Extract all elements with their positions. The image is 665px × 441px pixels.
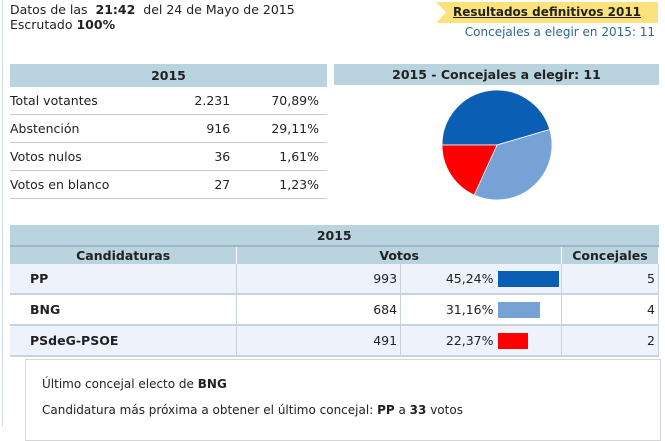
data-label: Datos de las (10, 2, 88, 17)
party-seats: 5 (561, 264, 660, 295)
closest-note: Candidatura más próxima a obtener el últ… (42, 403, 463, 417)
row-value: 2.231 (168, 87, 239, 115)
col-concejales: Concejales (561, 246, 660, 264)
party-vote-bar (497, 270, 559, 287)
col-candidaturas: Candidaturas (10, 246, 238, 264)
councillors-to-elect: Concejales a elegir en 2015: 11 (464, 25, 655, 39)
data-time: 21:42 (95, 2, 136, 17)
row-value: 916 (168, 114, 239, 143)
row-pct: 1,23% (238, 170, 327, 199)
last-elected-party: BNG (197, 377, 227, 391)
party-pct: 45,24% (400, 264, 497, 295)
scrutinized-label: Escrutado (10, 17, 73, 32)
data-info: Datos de las 21:42 del 24 de Mayo de 201… (10, 2, 295, 32)
row-label: Abstención (10, 114, 169, 143)
pie-slice-psdeg-psoe (441, 144, 498, 196)
row-label: Votos nulos (10, 142, 169, 171)
row-pct: 1,61% (238, 142, 327, 171)
party-name: PP (10, 264, 238, 295)
party-votes: 684 (236, 294, 402, 326)
previous-results-link[interactable]: Resultados definitivos 2011 (452, 5, 642, 19)
row-pct: 70,89% (238, 87, 327, 115)
summary-row: Abstención 916 29,11% (10, 114, 327, 143)
result-row: PSdeG-PSOE 491 22,37% 2 (10, 325, 660, 357)
summary-row: Votos en blanco 27 1,23% (10, 170, 327, 199)
row-label: Total votantes (10, 87, 169, 115)
result-row: BNG 684 31,16% 4 (10, 294, 660, 326)
col-votos: Votos (236, 246, 562, 264)
last-elected-label: Último concejal electo de (42, 377, 194, 391)
page-border (2, 0, 3, 426)
closest-unit: votos (430, 403, 463, 417)
notes-box: Último concejal electo de BNG Candidatur… (25, 359, 661, 441)
results-title: 2015 (10, 225, 659, 247)
summary-title: 2015 (10, 64, 327, 87)
seats-chart-panel: 2015 - Concejales a elegir: 11 (334, 64, 659, 219)
scrutinized-value: 100% (76, 17, 116, 32)
pie-slice-bng (473, 129, 553, 201)
party-seats: 4 (561, 294, 660, 326)
party-name: BNG (10, 294, 238, 326)
result-row: PP 993 45,24% 5 (10, 264, 660, 295)
closest-label: Candidatura más próxima a obtener el últ… (42, 403, 374, 417)
last-elected-note: Último concejal electo de BNG (42, 377, 227, 391)
party-pct: 22,37% (400, 325, 497, 357)
results-table: 2015 Candidaturas Votos Concejales PP 99… (10, 225, 660, 357)
closest-party: PP (377, 403, 395, 417)
chart-title: 2015 - Concejales a elegir: 11 (334, 64, 659, 85)
row-label: Votos en blanco (10, 170, 169, 199)
party-votes: 993 (236, 264, 402, 295)
closest-votes: 33 (409, 403, 427, 417)
row-value: 36 (168, 142, 239, 171)
closest-connector: a (398, 403, 406, 417)
row-value: 27 (168, 170, 239, 199)
summary-table: 2015 Total votantes 2.231 70,89% Abstenció… (10, 64, 327, 199)
summary-row: Total votantes 2.231 70,89% (10, 87, 327, 115)
data-date: del 24 de Mayo de 2015 (143, 2, 295, 17)
previous-results-badge[interactable]: Resultados definitivos 2011 (436, 2, 658, 23)
pie-slice-pp (441, 89, 551, 146)
party-votes: 491 (236, 325, 402, 357)
row-pct: 29,11% (238, 114, 327, 143)
party-vote-bar (497, 301, 540, 318)
party-seats: 2 (561, 325, 660, 357)
summary-row: Votos nulos 36 1,61% (10, 142, 327, 171)
party-vote-bar (497, 332, 528, 349)
seats-pie-chart (441, 89, 553, 201)
party-pct: 31,16% (400, 294, 497, 326)
party-name: PSdeG-PSOE (10, 325, 238, 357)
